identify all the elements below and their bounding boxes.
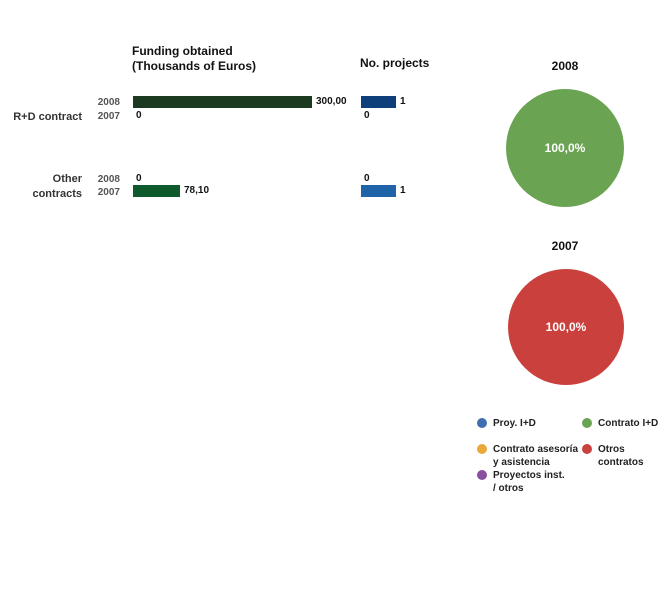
legend-label-line: contratos <box>598 457 644 468</box>
pie-slice-otros-contratos <box>508 269 624 385</box>
pie-title-2007: 2007 <box>551 239 579 253</box>
projects-value-label-other-2007: 1 <box>400 185 406 196</box>
legend-label-otros-contratos: Otros contratos <box>598 443 644 469</box>
legend-label-line: Contrato I+D <box>598 418 659 429</box>
legend-label-line: Otros <box>598 444 625 455</box>
legend-swatch-proyectos-inst <box>477 470 487 480</box>
legend-label-line: y asistencia <box>493 457 550 468</box>
funding-chart-title: Funding obtained (Thousands of Euros) <box>132 44 256 74</box>
pie-chart-2007: 100,0% <box>508 269 624 385</box>
projects-value-label-rd-2007: 0 <box>364 110 370 121</box>
legend-label-line: / otros <box>493 483 524 494</box>
legend-label-line: Contrato asesoría <box>493 444 579 455</box>
legend-label-contrato-id: Contrato I+D <box>598 417 658 430</box>
projects-value-label-other-2008: 0 <box>364 173 370 184</box>
legend-swatch-proy-id <box>477 418 487 428</box>
year-label-other-2008: 2008 <box>97 174 120 185</box>
legend-label-proy-id: Proy. I+D <box>493 417 536 430</box>
category-label-line: contracts <box>32 188 82 200</box>
projects-value-label-rd-2008: 1 <box>400 96 406 107</box>
legend-swatch-contrato-asesoria <box>477 444 487 454</box>
legend-label-line: Proy. I+D <box>493 418 536 429</box>
category-label-rd-contract: R+D contract <box>0 110 82 125</box>
projects-chart-title: No. projects <box>360 56 430 70</box>
category-label-line: Other <box>52 173 82 185</box>
year-label-rd-2007: 2007 <box>97 111 120 122</box>
legend-label-proyectos-inst: Proyectos inst. / otros <box>493 469 565 495</box>
funding-title-line-1: Funding obtained <box>132 44 233 58</box>
legend-label-line: Proyectos inst. <box>493 470 565 481</box>
pie-chart-2008: 100,0% <box>506 89 624 207</box>
funding-bar-rd-2008 <box>133 96 312 108</box>
legend-swatch-contrato-id <box>582 418 592 428</box>
projects-bar-other-2007 <box>361 185 396 197</box>
year-label-other-2007: 2007 <box>97 187 120 198</box>
category-label-line: R+D contract <box>13 111 82 123</box>
pie-slice-label-2008: 100,0% <box>545 141 586 155</box>
funding-value-label-rd-2008: 300,00 <box>316 96 347 107</box>
pie-slice-label-2007: 100,0% <box>546 320 587 334</box>
category-label-other-contracts: Other contracts <box>0 172 82 202</box>
funding-value-label-rd-2007: 0 <box>136 110 142 121</box>
funding-value-label-other-2008: 0 <box>136 173 142 184</box>
funding-title-line-2: (Thousands of Euros) <box>132 59 256 73</box>
funding-bar-other-2007 <box>133 185 180 197</box>
pie-title-2008: 2008 <box>551 59 579 73</box>
legend-label-contrato-asesoria: Contrato asesoría y asistencia <box>493 443 578 469</box>
pie-slice-contrato-id <box>506 89 624 207</box>
year-label-rd-2008: 2008 <box>97 97 120 108</box>
funding-value-label-other-2007: 78,10 <box>184 185 210 196</box>
legend-swatch-otros-contratos <box>582 444 592 454</box>
projects-bar-rd-2008 <box>361 96 396 108</box>
